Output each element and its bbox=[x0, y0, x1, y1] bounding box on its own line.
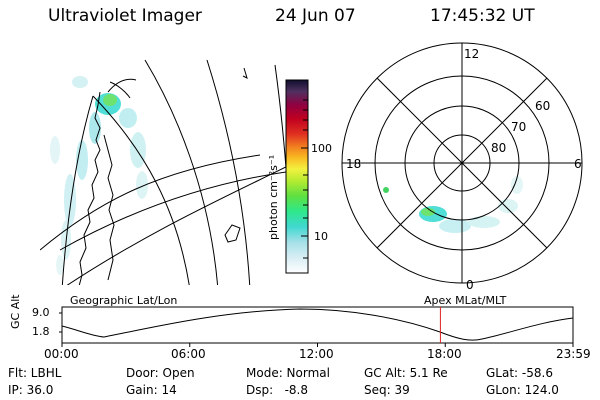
colorbar-label: photon cm⁻²s⁻¹ bbox=[267, 155, 280, 240]
map-graticule bbox=[40, 59, 290, 285]
colorbar-tick-100: 100 bbox=[311, 142, 332, 155]
gc-alt-info: GC Alt: 5.1 Re bbox=[364, 366, 448, 380]
filter-info: Flt: LBHL bbox=[8, 366, 62, 380]
geographic-map-panel bbox=[40, 59, 290, 285]
ip-info: IP: 36.0 bbox=[8, 383, 54, 397]
colorbar-tick-10: 10 bbox=[314, 230, 328, 243]
altitude-tick-high: 9.0 bbox=[32, 306, 50, 319]
geographic-panel-label: Geographic Lat/Lon bbox=[70, 294, 178, 307]
lat-label-70: 70 bbox=[511, 120, 526, 134]
instrument-title: Ultraviolet Imager bbox=[48, 6, 202, 26]
time-label: 17:45:32 UT bbox=[430, 6, 535, 26]
time-tick-2359: 23:59 bbox=[556, 347, 591, 361]
aurora-emission-left bbox=[50, 76, 148, 275]
altitude-curve bbox=[61, 308, 574, 341]
mode-info: Mode: Normal bbox=[246, 366, 330, 380]
aurora-emission-polar bbox=[383, 176, 523, 233]
time-tick-1200: 12:00 bbox=[299, 347, 334, 361]
date-label: 24 Jun 07 bbox=[275, 6, 356, 26]
glat-info: GLat: -58.6 bbox=[486, 366, 553, 380]
dsp-info: Dsp: -8.8 bbox=[246, 383, 309, 397]
time-tick-0600: 06:00 bbox=[171, 347, 206, 361]
mlt-label-12: 12 bbox=[464, 47, 479, 61]
altitude-tick-low: 1.8 bbox=[32, 325, 50, 338]
apex-panel-label: Apex MLat/MLT bbox=[424, 294, 507, 307]
lat-label-60: 60 bbox=[535, 99, 550, 113]
altitude-plot bbox=[59, 306, 574, 347]
colorbar bbox=[285, 79, 309, 274]
polar-mlt-plot: 12 18 6 0 60 70 80 bbox=[341, 42, 583, 292]
door-info: Door: Open bbox=[126, 366, 195, 380]
glon-info: GLon: 124.0 bbox=[486, 383, 559, 397]
mlt-label-18: 18 bbox=[346, 157, 361, 171]
time-tick-1800: 18:00 bbox=[427, 347, 462, 361]
mlt-label-0: 0 bbox=[466, 278, 474, 292]
mlt-label-6: 6 bbox=[574, 157, 582, 171]
altitude-axis-label: GC Alt bbox=[9, 294, 22, 329]
coastline bbox=[78, 67, 248, 285]
colorbar-ticks bbox=[301, 99, 308, 259]
lat-label-80: 80 bbox=[491, 141, 506, 155]
seq-info: Seq: 39 bbox=[364, 383, 410, 397]
gain-info: Gain: 14 bbox=[126, 383, 177, 397]
time-tick-0000: 00:00 bbox=[44, 347, 79, 361]
